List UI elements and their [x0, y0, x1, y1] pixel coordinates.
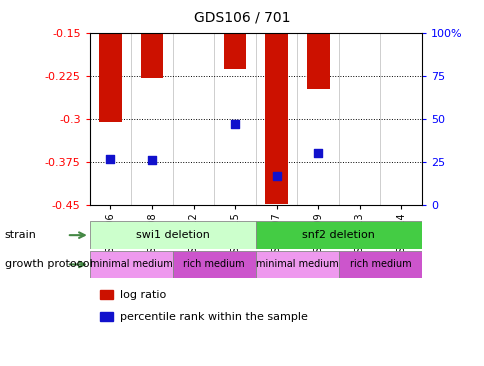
- Bar: [256, 221, 421, 249]
- Text: minimal medium: minimal medium: [256, 259, 338, 269]
- Text: log ratio: log ratio: [120, 290, 166, 299]
- Text: snf2 deletion: snf2 deletion: [302, 230, 375, 240]
- Bar: [256, 251, 338, 278]
- Point: [231, 121, 239, 127]
- Bar: [90, 221, 256, 249]
- Text: percentile rank within the sample: percentile rank within the sample: [120, 311, 307, 321]
- Bar: [100, 312, 113, 321]
- Text: strain: strain: [5, 230, 37, 240]
- Point: [272, 173, 280, 179]
- Bar: [172, 251, 256, 278]
- Bar: [223, 33, 246, 69]
- Bar: [306, 33, 329, 89]
- Text: growth protocol: growth protocol: [5, 259, 92, 269]
- Bar: [99, 33, 121, 122]
- Text: minimal medium: minimal medium: [90, 259, 172, 269]
- Point: [314, 150, 321, 156]
- Bar: [338, 251, 421, 278]
- Point: [106, 156, 114, 161]
- Bar: [100, 290, 113, 299]
- Text: rich medium: rich medium: [183, 259, 244, 269]
- Text: swi1 deletion: swi1 deletion: [136, 230, 209, 240]
- Bar: [90, 251, 172, 278]
- Text: rich medium: rich medium: [349, 259, 410, 269]
- Bar: [140, 33, 163, 78]
- Bar: [265, 33, 287, 204]
- Text: GDS106 / 701: GDS106 / 701: [194, 11, 290, 25]
- Point: [148, 157, 155, 163]
